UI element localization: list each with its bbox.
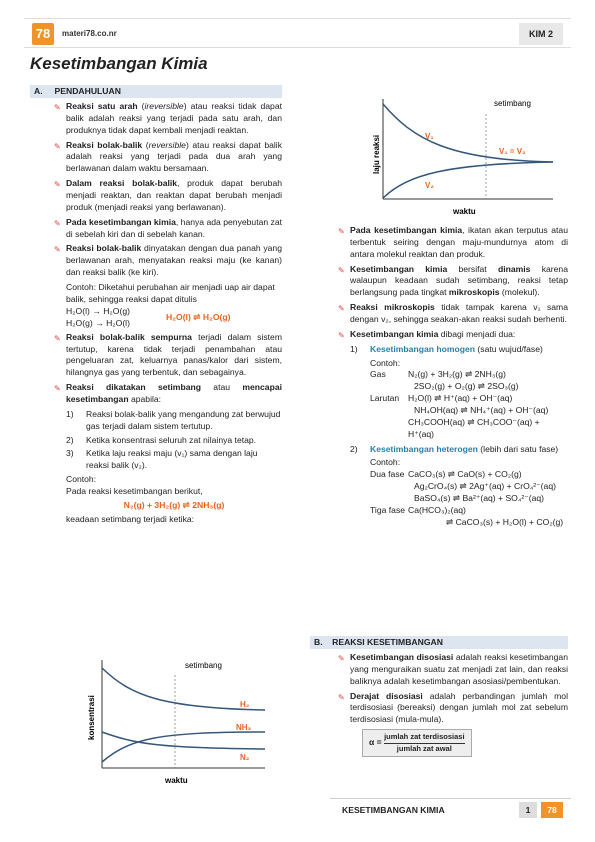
chart-xlabel: waktu xyxy=(164,776,188,785)
bullet-disosiasi: ✎ Kesetimbangan disosiasi adalah reaksi k… xyxy=(338,652,568,686)
footer-title: KESETIMBANGAN KIMIA xyxy=(342,805,445,815)
chart-nh3-label: NH₃ xyxy=(236,723,252,732)
equilibrium-arrow-icon: ⇌ xyxy=(467,416,475,427)
equilibrium-arrow-icon: ⇌ xyxy=(193,311,201,322)
bullet-reaksi-bolak-balik: ✎ Reaksi bolak-balik (reversible) atau re… xyxy=(54,139,283,174)
pencil-icon: ✎ xyxy=(54,180,61,190)
rate-chart-v2: V₂ xyxy=(425,181,434,190)
right-column: ✎ Pada kesetimbangan kimia, ikatan akan t… xyxy=(338,225,568,527)
page-number: 1 xyxy=(519,802,537,818)
v1-curve xyxy=(382,103,554,163)
bullet-sempurna: ✎ Reaksi bolak-balik sempurna terjadi dal… xyxy=(54,331,282,378)
pencil-icon: ✎ xyxy=(338,692,345,702)
equilibrium-arrow-icon: ⇌ xyxy=(465,369,473,380)
equilibrium-arrow-icon: ⇌ xyxy=(460,405,468,416)
rate-chart-v1: V₁ xyxy=(425,132,434,141)
pencil-icon: ✎ xyxy=(54,245,61,255)
subject-badge: KIM 2 xyxy=(518,23,563,45)
dua-fase-examples: Dua fase CaCO₃(s) ⇌ CaO(s) + CO₂(g) Ag₂C… xyxy=(370,469,556,504)
pencil-icon: ✎ xyxy=(338,304,345,314)
equilibrium-arrow-icon: ⇌ xyxy=(459,481,467,492)
n2-curve xyxy=(101,731,266,750)
rate-chart-ylabel: laju reaksi xyxy=(372,135,381,174)
chart-ylabel: konsentrasi xyxy=(87,695,96,740)
bullet-panah: ✎ Reaksi bolak-balik dinyatakan dengan du… xyxy=(54,243,282,278)
page-title: Kesetimbangan Kimia xyxy=(30,54,208,73)
section-b: B. REAKSI KESETIMBANGAN ✎ Kesetimbangan d… xyxy=(310,636,568,757)
pencil-icon: ✎ xyxy=(338,330,345,340)
alpha-formula: α = jumlah zat terdisosiasi jumlah zat a… xyxy=(338,729,568,757)
pencil-icon: ✎ xyxy=(338,654,345,663)
bullet-reaksi-satu-arah: ✎ Reaksi satu arah (ireversible) atau rea… xyxy=(54,101,282,135)
rate-chart: setimbang V₁ V₂ V₁ = V₂ laju reaksi wakt… xyxy=(372,99,554,216)
ammonia-equation: N₂(g) + 3H₂(g) ⇌ 2NH₃(g) xyxy=(123,499,225,510)
rate-chart-eq: V₁ = V₂ xyxy=(499,147,526,156)
section-a-header: A. PENDAHULUAN xyxy=(30,85,282,98)
gas-examples: Gas N₂(g) + 3H₂(g) ⇌ 2NH₃(g) 2SO₂(g) + O… xyxy=(370,369,519,392)
rate-chart-xlabel: waktu xyxy=(452,207,476,216)
left-column: A. PENDAHULUAN ✎ Reaksi satu arah (irever… xyxy=(30,85,282,526)
logo: 78 xyxy=(32,23,54,45)
homogen-heading: 1) Kesetimbangan homogen (satu wujud/fase… xyxy=(350,343,543,354)
page-header: 78 materi78.co.nr KIM 2 xyxy=(24,18,571,48)
heterogen-heading: 2) Kesetimbangan heterogen (lebih dari sa… xyxy=(350,443,559,454)
equilibrium-arrow-icon: ⇌ xyxy=(182,499,190,510)
site-name: materi78.co.nr xyxy=(62,29,117,38)
bullet-dibagi: ✎ Kesetimbangan kimia dibagi menjadi dua: xyxy=(338,328,516,340)
pencil-icon: ✎ xyxy=(338,227,345,236)
chart-n2-label: N₂ xyxy=(240,753,250,762)
tiga-fase-examples: Tiga fase Ca(HCO₃)₂(aq) ⇌ CaCO₃(s) + H₂O… xyxy=(370,504,564,527)
pencil-icon: ✎ xyxy=(54,103,61,112)
page-footer: KESETIMBANGAN KIMIA 1 78 xyxy=(330,798,571,820)
pencil-icon: ✎ xyxy=(54,333,61,343)
bullet-dalam-reaksi: ✎ Dalam reaksi bolak-balik, produk dapat … xyxy=(54,178,283,212)
bullet-derajat: ✎ Derajat disosiasi adalah perbandingan j… xyxy=(338,690,568,725)
equilibrium-arrow-icon: ⇌ xyxy=(452,493,461,504)
equilibrium-arrow-icon: ⇌ xyxy=(434,393,442,404)
bullet-setimbang: ✎ Reaksi dikatakan setimbang atau mencapa… xyxy=(54,382,282,405)
water-equilibrium: H₂O(l) ⇌ H₂O(g) xyxy=(166,311,231,322)
chart-h2-label: H₂ xyxy=(240,700,250,709)
equilibrium-arrow-icon: ⇌ xyxy=(477,381,485,392)
equilibrium-arrow-icon: ⇌ xyxy=(446,516,454,527)
section-b-header: B. REAKSI KESETIMBANGAN xyxy=(310,636,568,649)
water-equations: H₂O(l) → H₂O(g) H₂O(g) → H₂O(l) H₂O(l) ⇌… xyxy=(66,305,231,328)
bullet-dinamis: ✎ Kesetimbangan kimia bersifat dinamis ka… xyxy=(338,263,568,298)
footer-logo: 78 xyxy=(541,802,563,818)
pencil-icon: ✎ xyxy=(54,141,61,151)
equilibrium-arrow-icon: ⇌ xyxy=(447,469,455,480)
condition-3: 3) Ketika laju reaksi maju (v₁) sama deng… xyxy=(66,448,258,471)
rate-chart-setimbang: setimbang xyxy=(494,99,531,108)
larutan-examples: Larutan H₂O(l) ⇌ H⁺(aq) + OH⁻(aq) NH₄OH(… xyxy=(370,393,549,439)
nh3-curve xyxy=(101,731,266,763)
condition-2: 2) Ketika konsentrasi seluruh zat nilainy… xyxy=(66,434,257,445)
pencil-icon: ✎ xyxy=(54,218,61,228)
concentration-chart: setimbang H₂ NH₃ N₂ konsentrasi waktu xyxy=(87,660,266,785)
example-text: Contoh: Diketahui perubahan air menjadi … xyxy=(66,282,275,304)
bullet-pada-kesetimbangan: ✎ Pada kesetimbangan kimia, hanya ada pen… xyxy=(54,216,283,239)
pencil-icon: ✎ xyxy=(54,384,61,394)
h2-curve xyxy=(101,667,266,711)
condition-1: 1) Reaksi bolak-balik yang mengandung zat… xyxy=(66,408,281,431)
bullet-ikatan: ✎ Pada kesetimbangan kimia, ikatan akan t… xyxy=(338,225,568,259)
pencil-icon: ✎ xyxy=(338,265,345,275)
bullet-mikroskopis: ✎ Reaksi mikroskopis tidak tampak karena … xyxy=(338,302,568,325)
v2-curve xyxy=(382,161,554,199)
chart-setimbang-label: setimbang xyxy=(185,661,222,670)
